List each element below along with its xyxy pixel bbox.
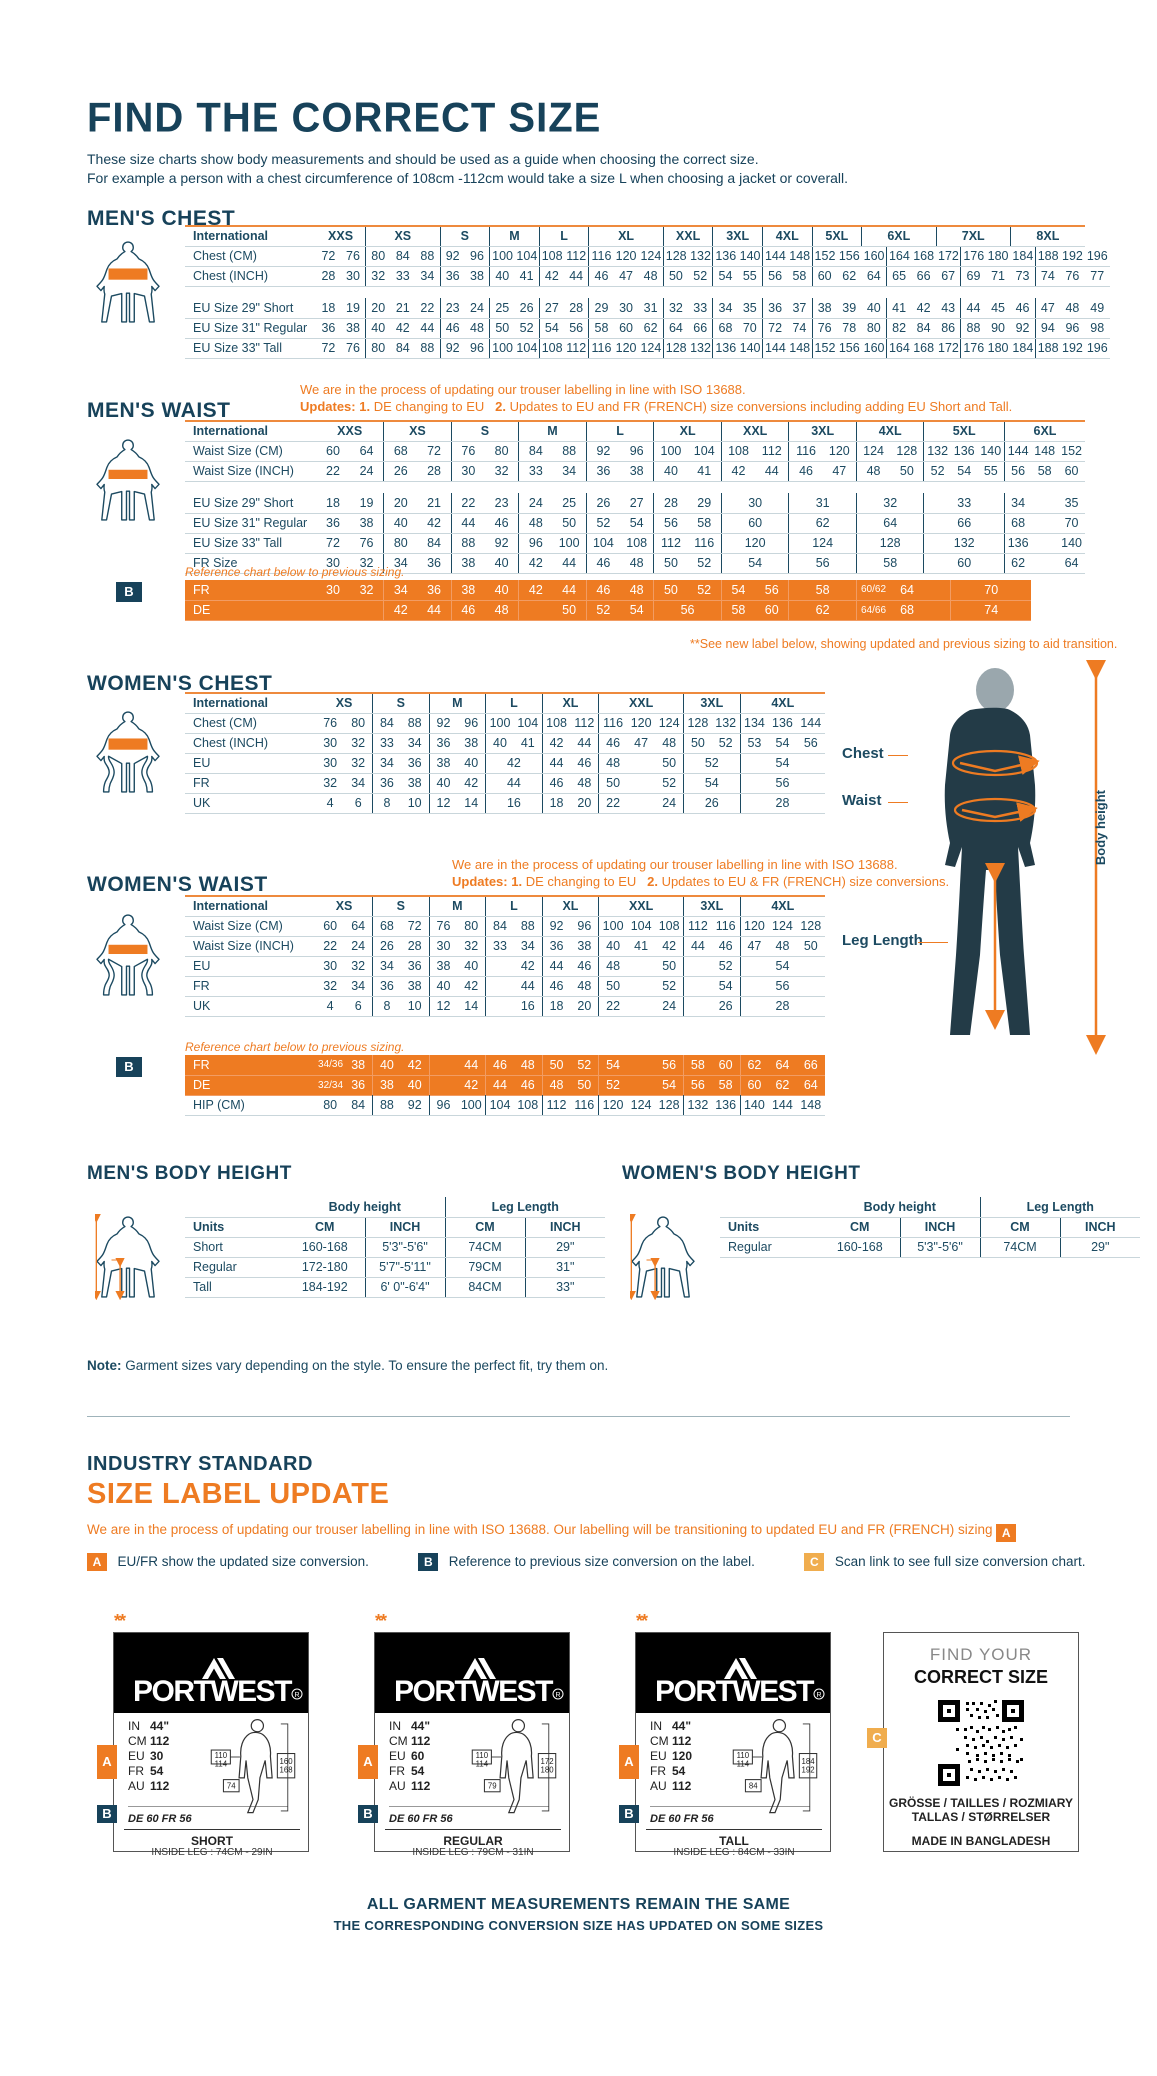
svg-text:110: 110 bbox=[215, 1751, 228, 1760]
svg-text:PORTWEST: PORTWEST bbox=[655, 1675, 814, 1708]
svg-text:PORTWEST: PORTWEST bbox=[133, 1675, 292, 1708]
svg-text:110: 110 bbox=[476, 1751, 489, 1760]
svg-text:114: 114 bbox=[215, 1760, 228, 1769]
svg-text:R: R bbox=[555, 1692, 560, 1699]
svg-text:R: R bbox=[294, 1692, 299, 1699]
svg-text:160: 160 bbox=[280, 1757, 294, 1766]
svg-text:79: 79 bbox=[488, 1781, 497, 1790]
svg-text:PORTWEST: PORTWEST bbox=[394, 1675, 553, 1708]
svg-text:74: 74 bbox=[227, 1781, 236, 1790]
svg-text:114: 114 bbox=[476, 1760, 489, 1769]
svg-text:114: 114 bbox=[737, 1760, 750, 1769]
svg-text:192: 192 bbox=[802, 1766, 815, 1775]
svg-text:180: 180 bbox=[541, 1766, 555, 1775]
svg-text:110: 110 bbox=[737, 1751, 750, 1760]
svg-text:84: 84 bbox=[749, 1781, 758, 1790]
svg-text:168: 168 bbox=[280, 1766, 293, 1775]
svg-text:R: R bbox=[816, 1692, 821, 1699]
svg-text:184: 184 bbox=[802, 1757, 816, 1766]
svg-text:172: 172 bbox=[541, 1757, 554, 1766]
